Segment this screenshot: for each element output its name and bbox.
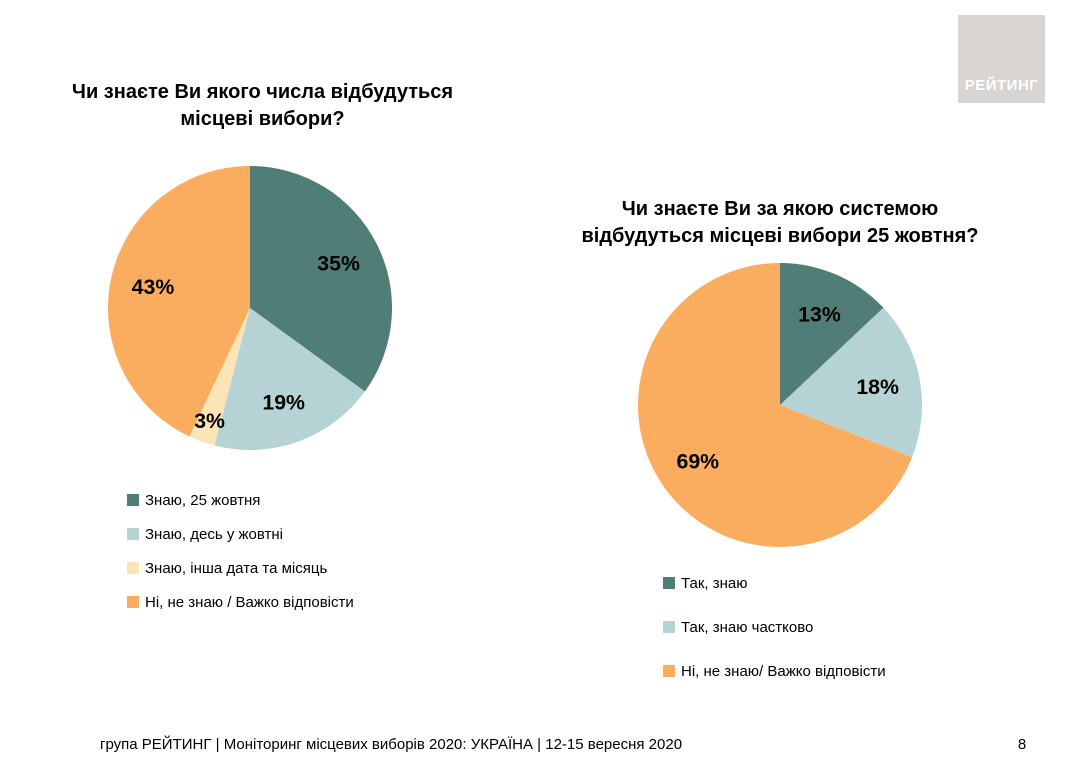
legend-label: Ні, не знаю/ Важко відповісти [681, 662, 886, 680]
rating-group-logo: РЕЙТИНГ [958, 15, 1045, 103]
right-pie-chart: 13% 18% 69% [638, 263, 922, 547]
pie-value-label-3: 69% [676, 450, 719, 474]
legend-label: Знаю, 25 жовтня [145, 491, 261, 509]
pie-value-label-1: 13% [798, 303, 841, 327]
right-chart-title-line1: Чи знаєте Ви за якою системою [621, 198, 939, 220]
legend-swatch-icon [127, 596, 139, 608]
pie-slice-3 [189, 308, 250, 446]
legend-label: Знаю, інша дата та місяць [145, 559, 328, 577]
legend-label: Так, знаю частково [681, 618, 814, 636]
legend-label: Ні, не знаю / Важко відповісти [145, 593, 354, 611]
footer-source-line: група РЕЙТИНГ | Моніторинг місцевих вибо… [100, 736, 683, 753]
pie-slice-2 [214, 308, 365, 450]
pie-value-label-2: 18% [856, 375, 899, 399]
pie-slice-2 [780, 307, 922, 458]
legend-item-3: Ні, не знаю/ Важко відповісти [663, 649, 886, 693]
left-chart-title-line1: Чи знаєте Ви якого числа відбудуться [71, 81, 454, 103]
legend-item-2: Знаю, десь у жовтні [127, 517, 354, 551]
pie-value-label-1: 35% [317, 252, 360, 276]
legend-item-3: Знаю, інша дата та місяць [127, 551, 354, 585]
pie-value-label-3: 3% [194, 409, 225, 433]
legend-item-1: Знаю, 25 жовтня [127, 483, 354, 517]
right-chart-legend: Так, знаю Так, знаю частково Ні, не знаю/ … [663, 561, 886, 693]
pie-value-label-2: 19% [262, 390, 305, 414]
legend-swatch-icon [663, 621, 675, 633]
legend-swatch-icon [127, 528, 139, 540]
legend-swatch-icon [663, 577, 675, 589]
left-pie-chart: 35% 19% 3% 43% [108, 166, 392, 450]
legend-swatch-icon [663, 665, 675, 677]
legend-swatch-icon [127, 494, 139, 506]
pie-slice-1 [250, 166, 392, 392]
pie-slice-3 [638, 263, 913, 547]
right-chart-title-line2: відбудуться місцеві вибори 25 жовтня? [581, 225, 979, 247]
left-chart-legend: Знаю, 25 жовтня Знаю, десь у жовтні Знаю, … [127, 483, 354, 619]
legend-item-2: Так, знаю частково [663, 605, 886, 649]
legend-item-1: Так, знаю [663, 561, 886, 605]
legend-item-4: Ні, не знаю / Важко відповісти [127, 585, 354, 619]
legend-label: Так, знаю [681, 574, 748, 592]
legend-swatch-icon [127, 562, 139, 574]
page-number: 8 [1017, 736, 1027, 753]
legend-label: Знаю, десь у жовтні [145, 525, 284, 543]
left-chart-title: Чи знаєте Ви якого числа відбудуться міс… [60, 79, 465, 133]
left-chart-title-line2: місцеві вибори? [180, 108, 345, 130]
pie-value-label-4: 43% [132, 275, 175, 299]
pie-slice-1 [780, 263, 884, 405]
pie-slice-4 [108, 166, 250, 437]
rating-logo-text: РЕЙТИНГ [964, 77, 1039, 94]
right-chart-title: Чи знаєте Ви за якою системою відбудутьс… [580, 196, 980, 250]
